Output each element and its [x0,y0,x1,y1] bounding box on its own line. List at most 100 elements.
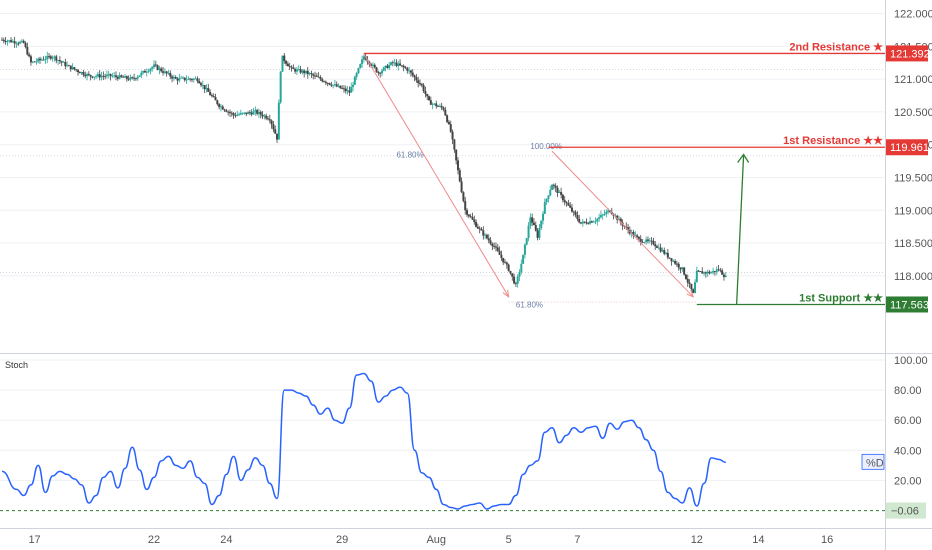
price-tick-label: 119.000 [894,205,932,217]
candle [373,63,376,69]
candle-body [509,270,512,274]
candle-body [189,78,192,80]
candle-body [143,70,146,73]
candle-body [192,78,195,80]
candle-body [695,270,698,283]
candle-body [420,84,423,86]
time-tick-label: 22 [148,534,160,546]
time-tick-label: 24 [220,534,232,546]
candle [285,59,288,66]
candle [142,70,145,75]
candle-body [547,195,550,199]
candle-body [598,217,601,219]
candle [194,76,197,80]
candle-body [721,270,724,275]
candle [446,114,449,124]
candle-body [706,271,709,274]
candle [681,266,684,272]
candle-body [426,93,429,97]
candle [210,93,213,98]
candle-body [531,217,534,223]
candle [362,53,365,63]
candle [190,78,193,83]
candle-body [306,70,309,75]
candle [661,247,664,253]
candle [326,82,329,87]
candle-body [312,74,315,76]
candle [127,75,130,82]
candle [704,271,707,278]
candle [185,75,188,84]
candle [471,212,474,220]
candle-body [388,64,391,69]
candle-body [187,78,190,80]
candle-body [49,56,52,59]
candle [234,112,237,118]
target-arrow [735,153,750,305]
candle [89,74,92,81]
candle [76,68,79,76]
candle-body [475,222,478,227]
candle [288,62,291,70]
candle [523,243,526,259]
candle [547,195,550,203]
candle [323,80,326,83]
candle-body [590,221,593,223]
candle-body [136,76,139,79]
stoch-axis[interactable]: 100.00 80.00 60.00 40.00 20.00 −0.06 %D [861,355,928,519]
candle [196,76,199,84]
stoch-tick-label: 80.00 [894,385,922,397]
candle-body [391,62,394,64]
candle [330,81,333,88]
price-tick-label: 118.500 [894,238,932,250]
candle-body [556,187,559,193]
candle [462,191,465,203]
candle [306,66,309,79]
candle [245,112,248,117]
candle-body [489,240,492,244]
candle [592,220,595,223]
candle [493,242,496,250]
time-axis[interactable]: 17 22 24 29 Aug 5 7 12 14 16 [28,534,833,546]
candle-body [719,269,722,271]
candle [545,198,548,205]
candle [212,93,215,98]
candle [111,72,114,78]
candle [422,82,425,93]
candle [551,183,554,190]
candle-body [285,60,288,64]
candle-body [221,106,224,110]
candle-body [346,90,349,92]
candle-body [513,276,516,284]
candle [257,108,260,118]
candle [581,218,584,227]
fib-arrow-line [551,150,694,298]
candle-body [194,78,197,80]
candle-body [73,67,76,70]
candle-body [69,65,72,70]
candle-body [393,62,396,64]
candle [453,138,456,153]
candle-body [238,114,241,116]
candle [699,270,702,273]
candle-body [675,263,678,265]
candle-body [100,75,103,78]
candle [241,112,244,116]
candle [478,226,481,234]
candle [266,116,269,121]
candle [632,229,635,239]
candle [574,210,577,218]
candle-body [580,222,583,224]
candle-body [353,76,356,85]
candle-body [607,210,610,212]
candle [426,93,429,101]
candle [466,208,469,218]
candle-body [344,88,347,92]
candle-body [292,67,295,70]
candle [165,70,168,77]
candle-body [105,74,108,77]
candle [408,66,411,75]
candle-body [507,264,510,271]
candle [578,214,581,224]
